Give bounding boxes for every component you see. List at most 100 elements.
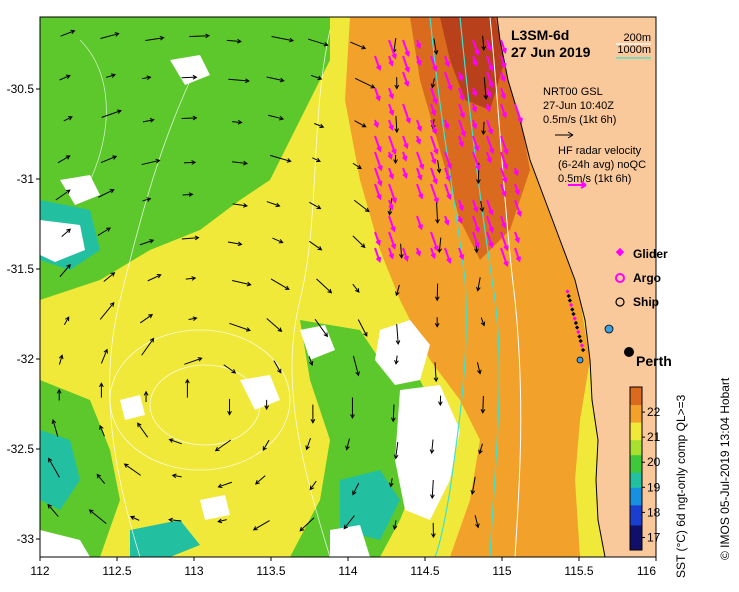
- hf-vector: [374, 247, 382, 263]
- hf-vector: [471, 103, 478, 113]
- hf-vector: [514, 103, 523, 124]
- hf-vector: [472, 55, 478, 67]
- legend-glider: Glider: [633, 247, 668, 261]
- hf-vector: [457, 71, 464, 82]
- gsl-vector: [184, 357, 203, 365]
- gsl-vector: [395, 284, 400, 297]
- gsl-vector: [181, 115, 198, 121]
- hf-label: HF radar velocity: [558, 145, 642, 157]
- contour-legend-1000m: 1000m: [617, 44, 651, 56]
- colorbar-tick-label: 22: [647, 405, 661, 419]
- glider-position: [580, 347, 586, 353]
- hf-vector: [430, 247, 436, 260]
- gsl-vector: [96, 473, 106, 484]
- hf-vector: [472, 215, 480, 234]
- hf-vector: [486, 119, 494, 135]
- gsl-vector: [185, 378, 190, 398]
- hf-vector: [388, 199, 394, 211]
- colorbar-segment: [630, 404, 642, 423]
- gsl-time: 27-Jun 10:40Z: [543, 100, 614, 112]
- gsl-vector: [56, 388, 62, 401]
- gsl-vector: [307, 38, 329, 47]
- hf-vector: [402, 167, 408, 179]
- gsl-vector: [350, 397, 355, 419]
- gsl-vector: [147, 274, 162, 282]
- gsl-vector: [476, 362, 482, 375]
- gsl-vector: [309, 240, 323, 251]
- hf-vector: [387, 151, 393, 160]
- gsl-vector: [217, 518, 227, 524]
- map-plot-area: [40, 17, 656, 557]
- gsl-vector: [145, 35, 165, 42]
- gsl-vector: [98, 189, 115, 198]
- platform-legend: ◆ Glider Argo Ship: [615, 245, 668, 309]
- hf-vector: [486, 39, 492, 52]
- gsl-vector: [97, 227, 111, 236]
- gsl-vector: [314, 123, 325, 129]
- gsl-vector: [185, 276, 197, 281]
- colorbar-segment: [630, 454, 642, 473]
- gsl-vector: [352, 283, 360, 293]
- hf-vector: [486, 55, 494, 72]
- y-tick-label: -32.5: [7, 442, 35, 456]
- gsl-vector: [394, 355, 399, 365]
- gsl-vector: [434, 283, 440, 302]
- gsl-vector: [273, 360, 282, 374]
- gsl-vector: [59, 263, 71, 278]
- gsl-vector: [142, 75, 152, 81]
- hf-vector: [388, 87, 394, 100]
- hf-vector: [373, 119, 379, 129]
- gsl-vector: [214, 439, 232, 452]
- gsl-vector: [181, 235, 200, 241]
- gsl-vector: [309, 480, 317, 491]
- gsl-vector: [354, 77, 376, 89]
- hf-vector: [458, 135, 464, 148]
- hf-averaging: (6-24h avg) noQC: [558, 159, 646, 171]
- hf-vector: [514, 183, 520, 196]
- hf-vector: [402, 247, 409, 262]
- contour-legend-200m: 200m: [623, 32, 651, 44]
- gsl-vector: [480, 317, 486, 327]
- gsl-vector: [61, 228, 72, 237]
- hf-vector: [374, 55, 382, 72]
- hf-vector: [500, 167, 508, 184]
- hf-vector: [416, 119, 423, 132]
- contour-1000m: [429, 17, 467, 557]
- gsl-vector: [232, 203, 248, 208]
- sst-colorbar: 17 18 19 20 21 22: [629, 386, 661, 551]
- hf-vector: [486, 87, 492, 99]
- hf-vector: [472, 39, 480, 56]
- y-tick-label: -31: [17, 172, 35, 186]
- hf-vector: [430, 103, 437, 117]
- hf-vector: [513, 167, 519, 177]
- gsl-vector: [299, 517, 315, 532]
- colorbar-tick-label: 21: [647, 430, 661, 444]
- gsl-vector: [141, 158, 161, 166]
- hf-vector: [500, 39, 507, 55]
- hf-vector: [374, 151, 383, 172]
- hf-vector: [500, 103, 507, 119]
- gsl-vector: [437, 237, 442, 254]
- gsl-vector: [434, 317, 440, 328]
- gsl-vector: [141, 337, 155, 356]
- gsl-vector: [270, 278, 290, 290]
- argo-symbol: [615, 273, 625, 283]
- hf-vector: [430, 119, 438, 135]
- gsl-vector: [228, 78, 250, 84]
- gsl-vector: [123, 463, 141, 476]
- hf-vector: [402, 103, 411, 124]
- hf-vector: [430, 87, 438, 105]
- colorbar-frame: [629, 386, 643, 551]
- y-tick-label: -33: [17, 532, 35, 546]
- hf-vector: [471, 119, 478, 130]
- gsl-vector: [266, 201, 281, 208]
- hf-vector: [486, 215, 494, 234]
- gsl-vector: [171, 473, 182, 479]
- hf-vector: [374, 183, 382, 201]
- gsl-vector: [357, 319, 368, 337]
- hf-vector: [500, 55, 507, 69]
- hf-vector: [388, 135, 397, 156]
- hf-vector: [486, 199, 494, 216]
- hf-vector: [430, 183, 439, 204]
- hf-vector: [500, 87, 506, 100]
